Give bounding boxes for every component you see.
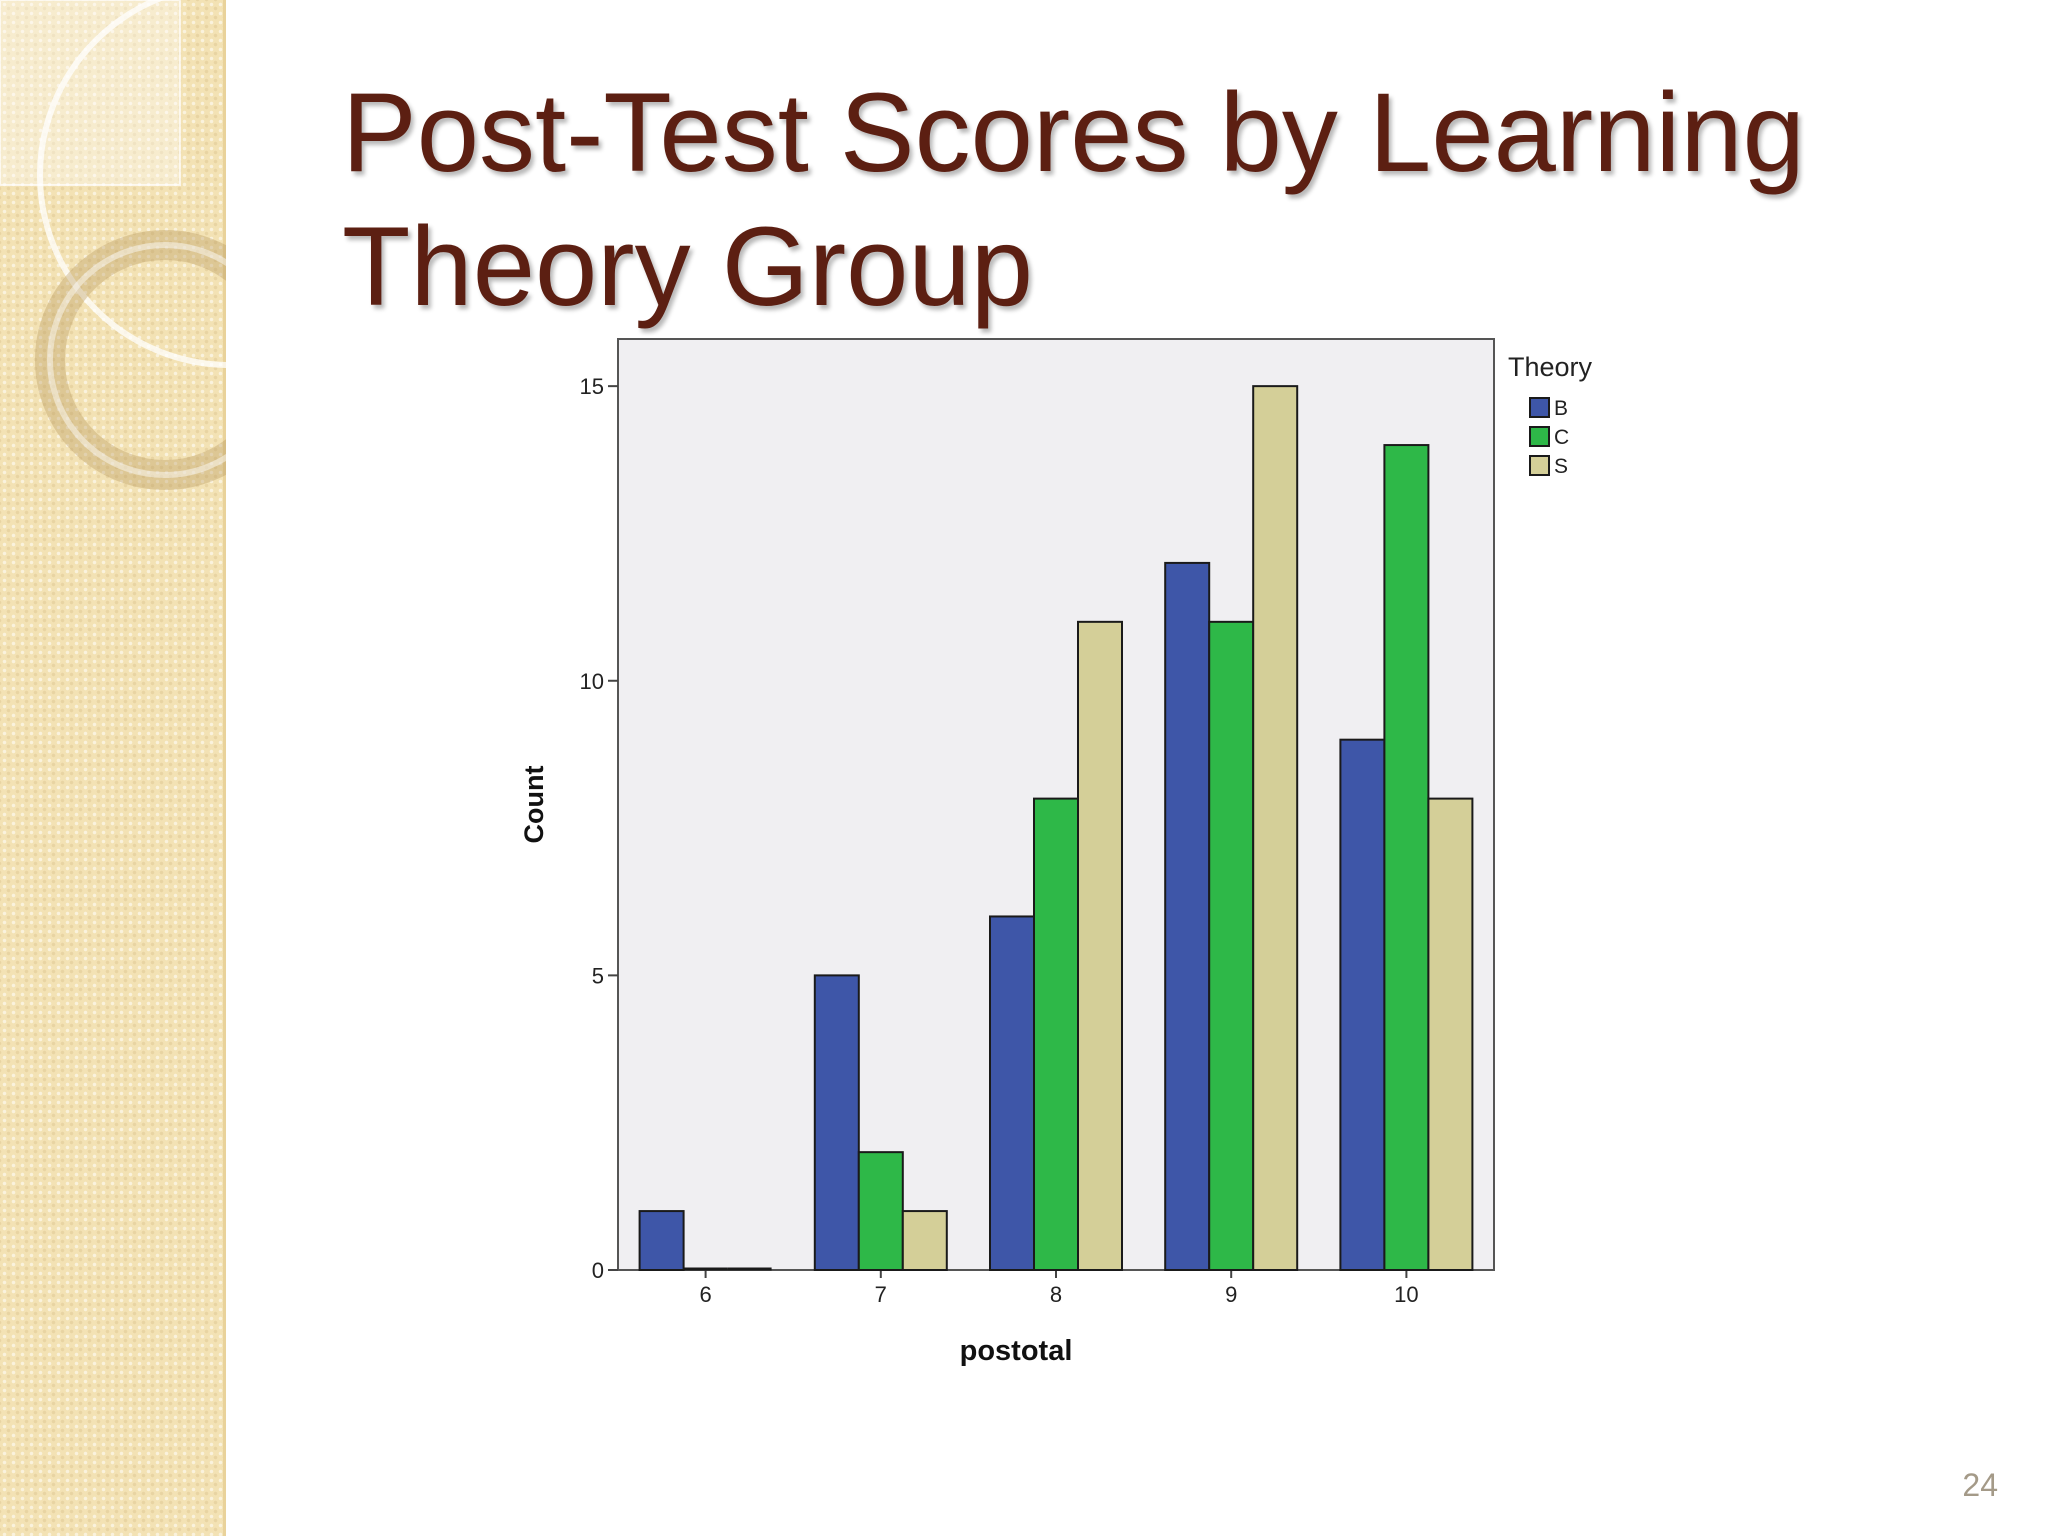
y-axis-label: Count (519, 766, 549, 844)
bar-C-7 (857, 1151, 904, 1271)
legend-swatch-C (1529, 426, 1550, 447)
bar-C-8 (1033, 797, 1079, 1271)
x-tick-label: 9 (1225, 1282, 1237, 1307)
x-axis: 6 7 8 9 10 (699, 1270, 1419, 1307)
y-tick-label: 0 (592, 1258, 604, 1283)
y-tick-label: 15 (580, 374, 604, 399)
bars (638, 385, 1474, 1272)
x-tick-label: 7 (875, 1282, 887, 1307)
bar-C-9 (1208, 620, 1255, 1271)
x-tick-label: 6 (699, 1282, 711, 1307)
legend-label-C: C (1554, 426, 1569, 449)
y-tick-label: 5 (592, 963, 604, 988)
bar-S-10 (1427, 797, 1474, 1271)
y-axis: 0 5 10 15 (580, 374, 618, 1283)
bar-B-7 (813, 974, 860, 1271)
decorative-rings (0, 0, 226, 490)
legend-label-B: B (1554, 397, 1568, 420)
page-number: 24 (1962, 1467, 1998, 1503)
slide-title: Post-Test Scores by Learning Theory Grou… (342, 70, 1805, 329)
bar-B-10 (1339, 738, 1386, 1271)
bar-S-8 (1077, 620, 1123, 1271)
bar-C-10 (1383, 444, 1430, 1271)
bar-S-9 (1252, 385, 1299, 1272)
decorative-sidebar (0, 0, 226, 1536)
legend: Theory BCS (1508, 352, 1593, 478)
x-tick-label: 8 (1050, 1282, 1062, 1307)
x-tick-label: 10 (1394, 1282, 1418, 1307)
bar-B-9 (1164, 561, 1211, 1271)
y-tick-label: 10 (580, 669, 604, 694)
legend-swatch-B (1529, 397, 1550, 418)
bar-B-6 (638, 1210, 685, 1271)
legend-label-S: S (1554, 455, 1568, 478)
bar-B-8 (989, 915, 1035, 1271)
legend-title: Theory (1508, 352, 1593, 382)
bar-S-7 (901, 1210, 948, 1271)
legend-swatch-S (1529, 455, 1550, 476)
x-axis-label: postotal (960, 1335, 1073, 1367)
